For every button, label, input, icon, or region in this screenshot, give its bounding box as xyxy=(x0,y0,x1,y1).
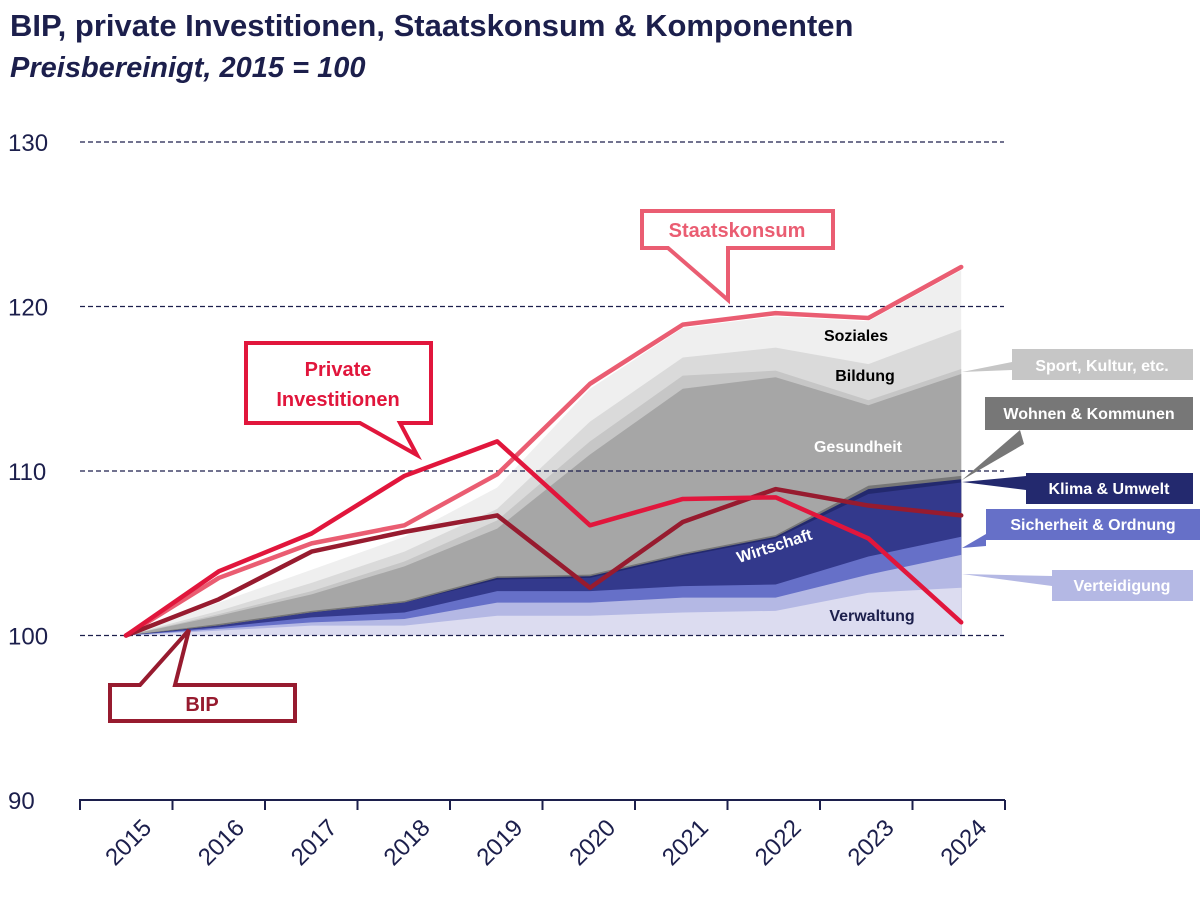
x-tick-label-2022: 2022 xyxy=(750,814,807,871)
x-tick-label-2023: 2023 xyxy=(843,814,900,871)
y-tick-label: 100 xyxy=(8,624,48,651)
area-label-soziales: Soziales xyxy=(824,328,888,345)
tag-pointer-verteidigung xyxy=(962,574,1052,586)
tag-sicherheit-ordnung-text: Sicherheit & Ordnung xyxy=(1010,517,1175,534)
area-label-verwaltung: Verwaltung xyxy=(829,608,914,625)
callout-private-text-2: Investitionen xyxy=(276,389,399,411)
x-tick-label-2020: 2020 xyxy=(564,814,621,871)
series-line-bip xyxy=(123,486,964,638)
tag-pointer-klima xyxy=(962,476,1026,490)
callout-private-text-1: Private xyxy=(305,359,372,381)
tag-verteidigung-text: Verteidigung xyxy=(1074,578,1171,595)
callout-staatskonsum-text: Staatskonsum xyxy=(669,220,806,242)
callout-bip xyxy=(108,628,297,723)
tag-wohnen-kommunen-text: Wohnen & Kommunen xyxy=(1003,406,1174,423)
tag-sport-kultur xyxy=(1012,349,1193,380)
x-tick-label-2017: 2017 xyxy=(286,814,343,871)
tag-wohnen-kommunen xyxy=(985,397,1193,430)
x-tick-label-2016: 2016 xyxy=(193,814,250,871)
tag-sicherheit-ordnung xyxy=(986,509,1200,540)
callout-staatskonsum xyxy=(640,209,835,305)
x-tick-label-2018: 2018 xyxy=(379,814,436,871)
callout-bip-text: BIP xyxy=(185,694,218,716)
y-tick-label: 90 xyxy=(8,788,35,815)
y-tick-label: 120 xyxy=(8,295,48,322)
chart-title: BIP, private Investitionen, Staatskonsum… xyxy=(10,8,854,43)
chart-subtitle: Preisbereinigt, 2015 = 100 xyxy=(10,52,366,84)
area-label-gesundheit: Gesundheit xyxy=(814,439,903,456)
y-tick-label: 110 xyxy=(8,459,46,486)
x-tick-label-2015: 2015 xyxy=(100,814,157,871)
x-tick-label-2019: 2019 xyxy=(471,814,528,871)
y-tick-label: 130 xyxy=(8,130,48,157)
series-line-private-investitionen xyxy=(123,439,964,638)
area-verwaltung xyxy=(126,587,962,636)
tag-klima-umwelt xyxy=(1026,473,1193,504)
x-tick-label-2021: 2021 xyxy=(657,814,714,871)
tag-verteidigung xyxy=(1052,570,1193,601)
x-tick-label-2024: 2024 xyxy=(935,814,992,871)
tag-sport-kultur-text: Sport, Kultur, etc. xyxy=(1035,358,1168,375)
callout-private-investitionen xyxy=(244,341,433,461)
tag-pointer-wohnen xyxy=(962,430,1024,480)
tag-klima-umwelt-text: Klima & Umwelt xyxy=(1049,481,1171,498)
tag-pointer-sport xyxy=(962,362,1012,372)
tag-pointer-sicherheit xyxy=(962,534,986,548)
area-label-bildung: Bildung xyxy=(835,368,895,385)
series-line-staatskonsum xyxy=(123,264,964,638)
